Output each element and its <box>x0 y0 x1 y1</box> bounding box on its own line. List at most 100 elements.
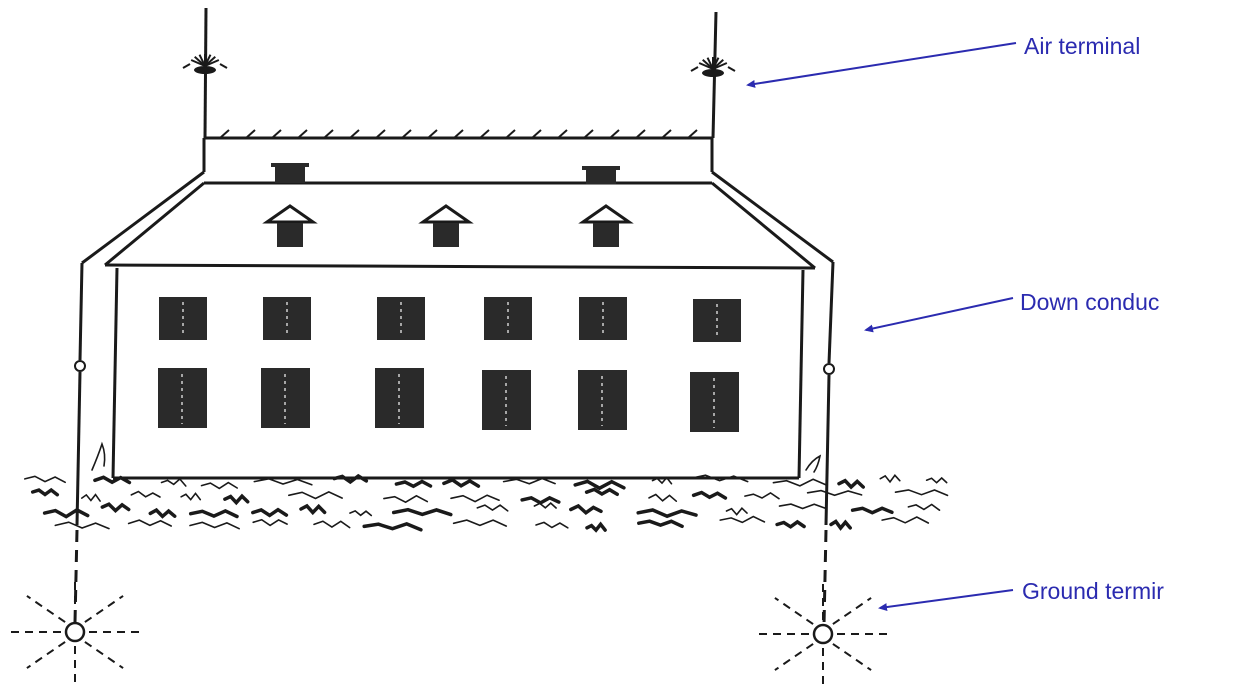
ground-scribble <box>251 507 289 518</box>
label-down-conductor: Down conduc <box>1020 289 1159 315</box>
hatch-mark <box>349 129 360 139</box>
ground-terminal-right <box>755 583 891 685</box>
ground-scribble <box>778 503 827 510</box>
air-terminal-left <box>182 7 228 139</box>
ground-scribble <box>881 516 930 524</box>
ground-scribble <box>520 495 561 505</box>
ground-scribble <box>200 481 238 490</box>
ground-scribble <box>637 519 684 529</box>
window-highlights <box>181 302 718 428</box>
ground-scribble <box>24 475 66 484</box>
ground-scribble <box>691 490 728 500</box>
ground-scribble <box>452 519 508 527</box>
terminal-ray <box>832 643 872 671</box>
hatch-mark <box>453 129 464 139</box>
terminal-spike <box>712 62 728 70</box>
ground-scribble <box>189 521 240 530</box>
hatch-mark <box>245 129 256 139</box>
test-joint-left <box>74 360 86 372</box>
ground-scribble <box>362 522 423 532</box>
hatch-mark <box>427 129 438 139</box>
ground-scribble <box>180 492 202 501</box>
hatch-mark <box>479 129 490 139</box>
ground-scribble <box>829 519 852 531</box>
dormer <box>418 204 474 247</box>
window-row-lower <box>158 368 739 432</box>
ground-scribble <box>30 487 60 497</box>
label-air-terminal: Air terminal <box>1024 33 1140 59</box>
ground-rod <box>64 621 86 643</box>
ground-scribble <box>569 503 603 516</box>
ground-scribble <box>690 474 749 483</box>
ground-scribble <box>100 502 131 513</box>
terminal-ray <box>26 641 66 669</box>
ground-scribble <box>188 508 239 519</box>
ground-scribble <box>93 475 132 485</box>
ground-scribble <box>725 507 748 516</box>
dormer <box>262 204 318 247</box>
ground-scribble <box>127 519 172 527</box>
ground-scribble <box>383 494 429 504</box>
buried-conductor-right <box>822 529 828 626</box>
terminal-ray <box>84 595 124 623</box>
terminal-ray <box>26 595 66 623</box>
hatch-mark <box>583 129 594 139</box>
hatch-mark <box>401 129 412 139</box>
ground-scribble <box>42 507 90 519</box>
ground-scribble <box>313 520 351 529</box>
hatch-mark <box>271 129 282 139</box>
test-joint-right <box>823 363 835 375</box>
arrow-air-terminal <box>746 42 1017 88</box>
ground-scribble <box>806 489 863 497</box>
hatch-mark <box>531 129 542 139</box>
ground-scribble <box>476 504 509 512</box>
ground-scribble <box>585 521 607 533</box>
terminal-spike <box>727 66 736 72</box>
ground-scribble <box>533 502 557 509</box>
chimney <box>582 166 620 184</box>
terminal-ray <box>832 597 872 625</box>
parapet-hatching <box>219 129 698 139</box>
label-ground-terminal: Ground termir <box>1022 578 1164 604</box>
hatch-mark <box>297 129 308 139</box>
buried-conductor-left <box>73 529 79 623</box>
hatch-mark <box>505 129 516 139</box>
ground-scribble <box>332 473 369 485</box>
ground-scribble <box>651 476 673 485</box>
ground-scribble <box>253 477 313 486</box>
hatch-mark <box>661 129 672 139</box>
hatch-mark <box>323 129 334 139</box>
dormer <box>578 204 634 247</box>
terminal-spike <box>204 59 220 67</box>
ground-scribble <box>81 493 101 502</box>
ground-scribble <box>252 518 288 527</box>
arrow-ground-terminal <box>878 589 1014 612</box>
ground-scribble <box>130 490 161 498</box>
ground-scribble <box>391 507 453 517</box>
ground-scribble <box>349 509 373 517</box>
ground-scribble <box>648 493 678 502</box>
terminal-ray <box>774 597 814 625</box>
ground-scribble <box>837 478 865 490</box>
terminal-spike <box>690 66 699 72</box>
ground-scribble <box>775 519 806 529</box>
mansard-roof <box>104 181 816 270</box>
hatch-mark <box>375 129 386 139</box>
ground-scribble <box>299 503 327 516</box>
ground-rod <box>812 623 834 645</box>
ground-scribble <box>907 503 941 511</box>
ground-scribble <box>772 478 828 487</box>
ground-scribble <box>925 476 948 484</box>
ground-scribble <box>450 494 500 503</box>
grass-tuft <box>91 441 106 471</box>
hatch-mark <box>219 129 230 139</box>
ground-scribble <box>850 506 894 515</box>
ground-scribble <box>54 521 110 530</box>
ground-scribble <box>442 477 481 488</box>
terminal-spike <box>182 63 191 69</box>
down-conductor-right <box>711 170 835 526</box>
hatch-mark <box>635 129 646 139</box>
ground-scribble <box>719 515 766 524</box>
roof-parapet <box>202 136 714 172</box>
